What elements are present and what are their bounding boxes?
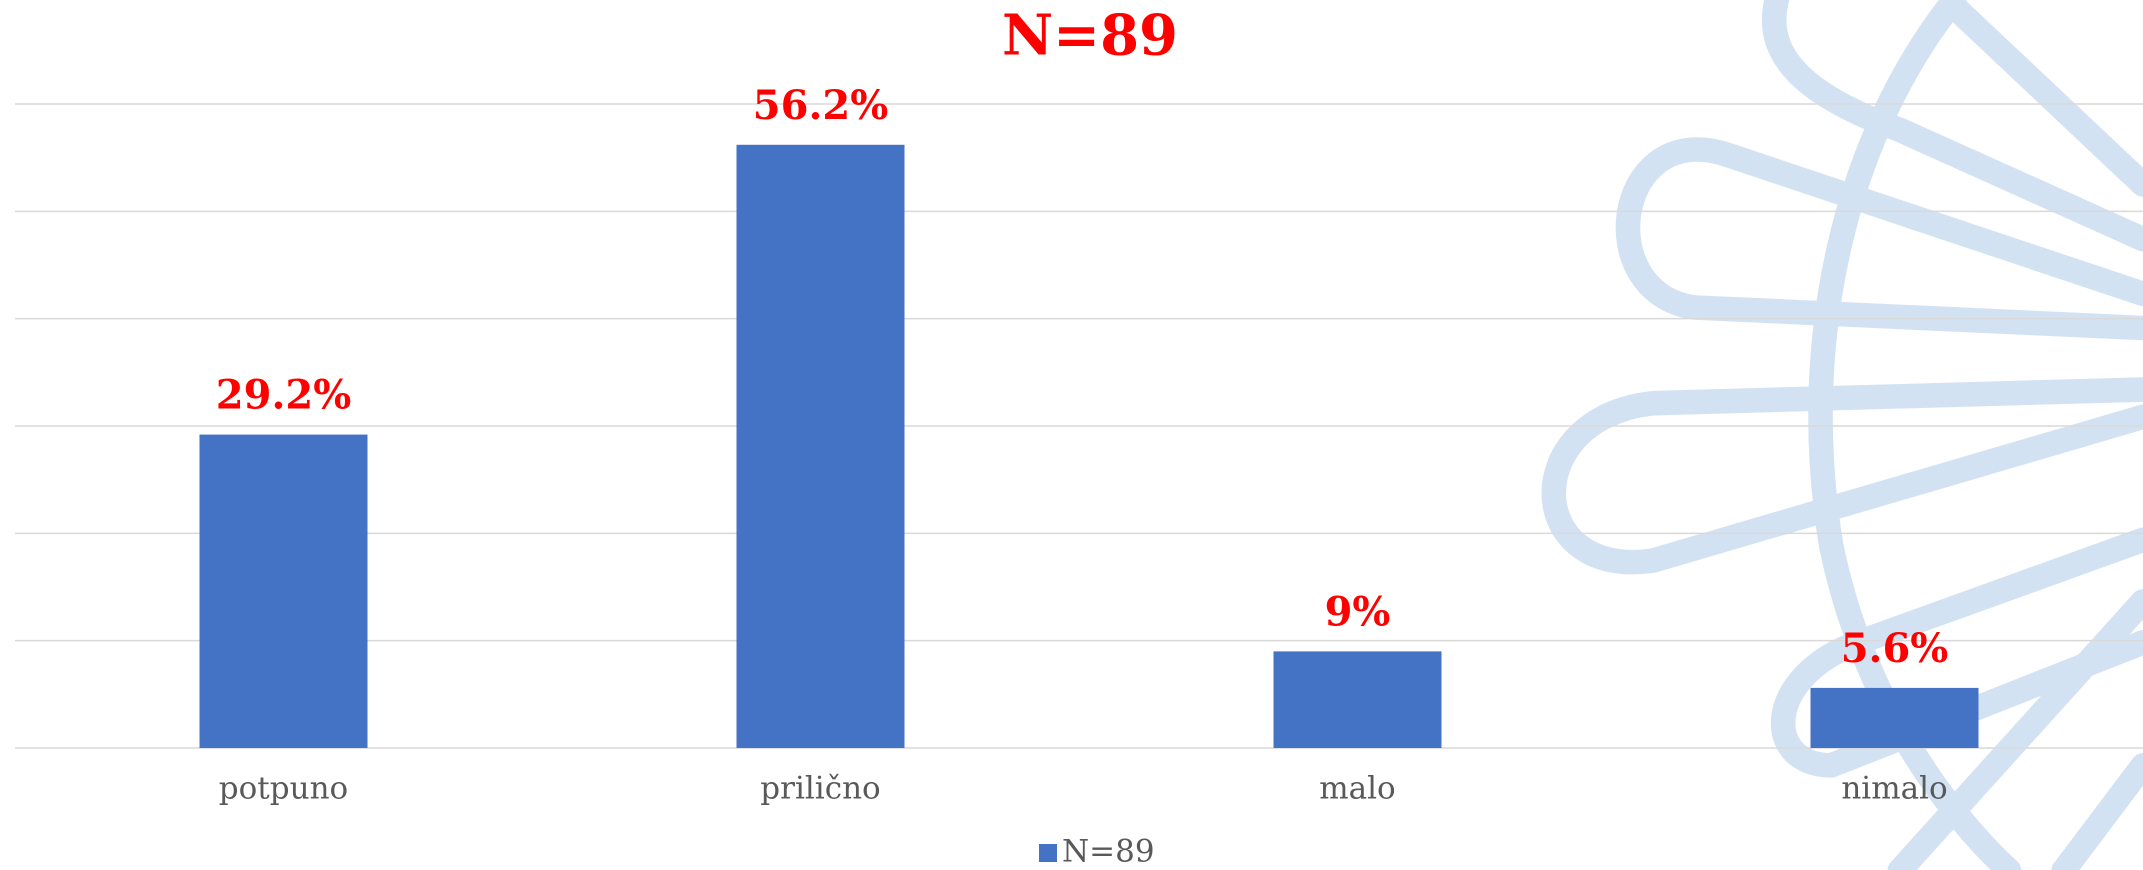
x-tick-label: malo: [1319, 771, 1395, 807]
chart-title: N=89: [1002, 3, 1178, 69]
bar: [1273, 651, 1442, 748]
watermark: [1541, 0, 2143, 870]
legend-label: N=89: [1062, 834, 1155, 870]
watermark-curve: [1615, 137, 2143, 341]
bar: [736, 144, 905, 748]
legend-swatch: [1039, 844, 1057, 862]
data-label: 29.2%: [216, 372, 351, 419]
watermark-curve: [2051, 753, 2143, 870]
watermark-curve: [1770, 527, 2143, 778]
data-label: 5.6%: [1841, 625, 1949, 672]
x-tick-label: potpuno: [219, 771, 348, 807]
bar: [1810, 687, 1979, 748]
watermark-curve: [1942, 0, 2143, 197]
x-tick-label: nimalo: [1841, 771, 1947, 807]
watermark-curve: [1887, 589, 2143, 870]
watermark-curve: [1541, 377, 2143, 575]
x-tick-label: prilično: [760, 771, 880, 807]
bar: [199, 434, 368, 748]
data-label: 9%: [1325, 588, 1391, 635]
data-label: 56.2%: [753, 82, 888, 129]
